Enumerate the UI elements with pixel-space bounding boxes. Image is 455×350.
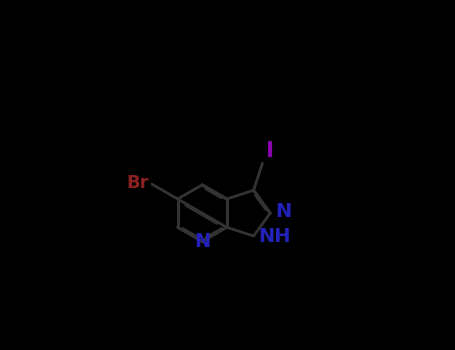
Text: NH: NH: [258, 226, 291, 246]
Text: Br: Br: [127, 174, 149, 192]
Text: N: N: [194, 232, 210, 251]
Text: I: I: [266, 141, 274, 161]
Text: N: N: [275, 202, 291, 221]
